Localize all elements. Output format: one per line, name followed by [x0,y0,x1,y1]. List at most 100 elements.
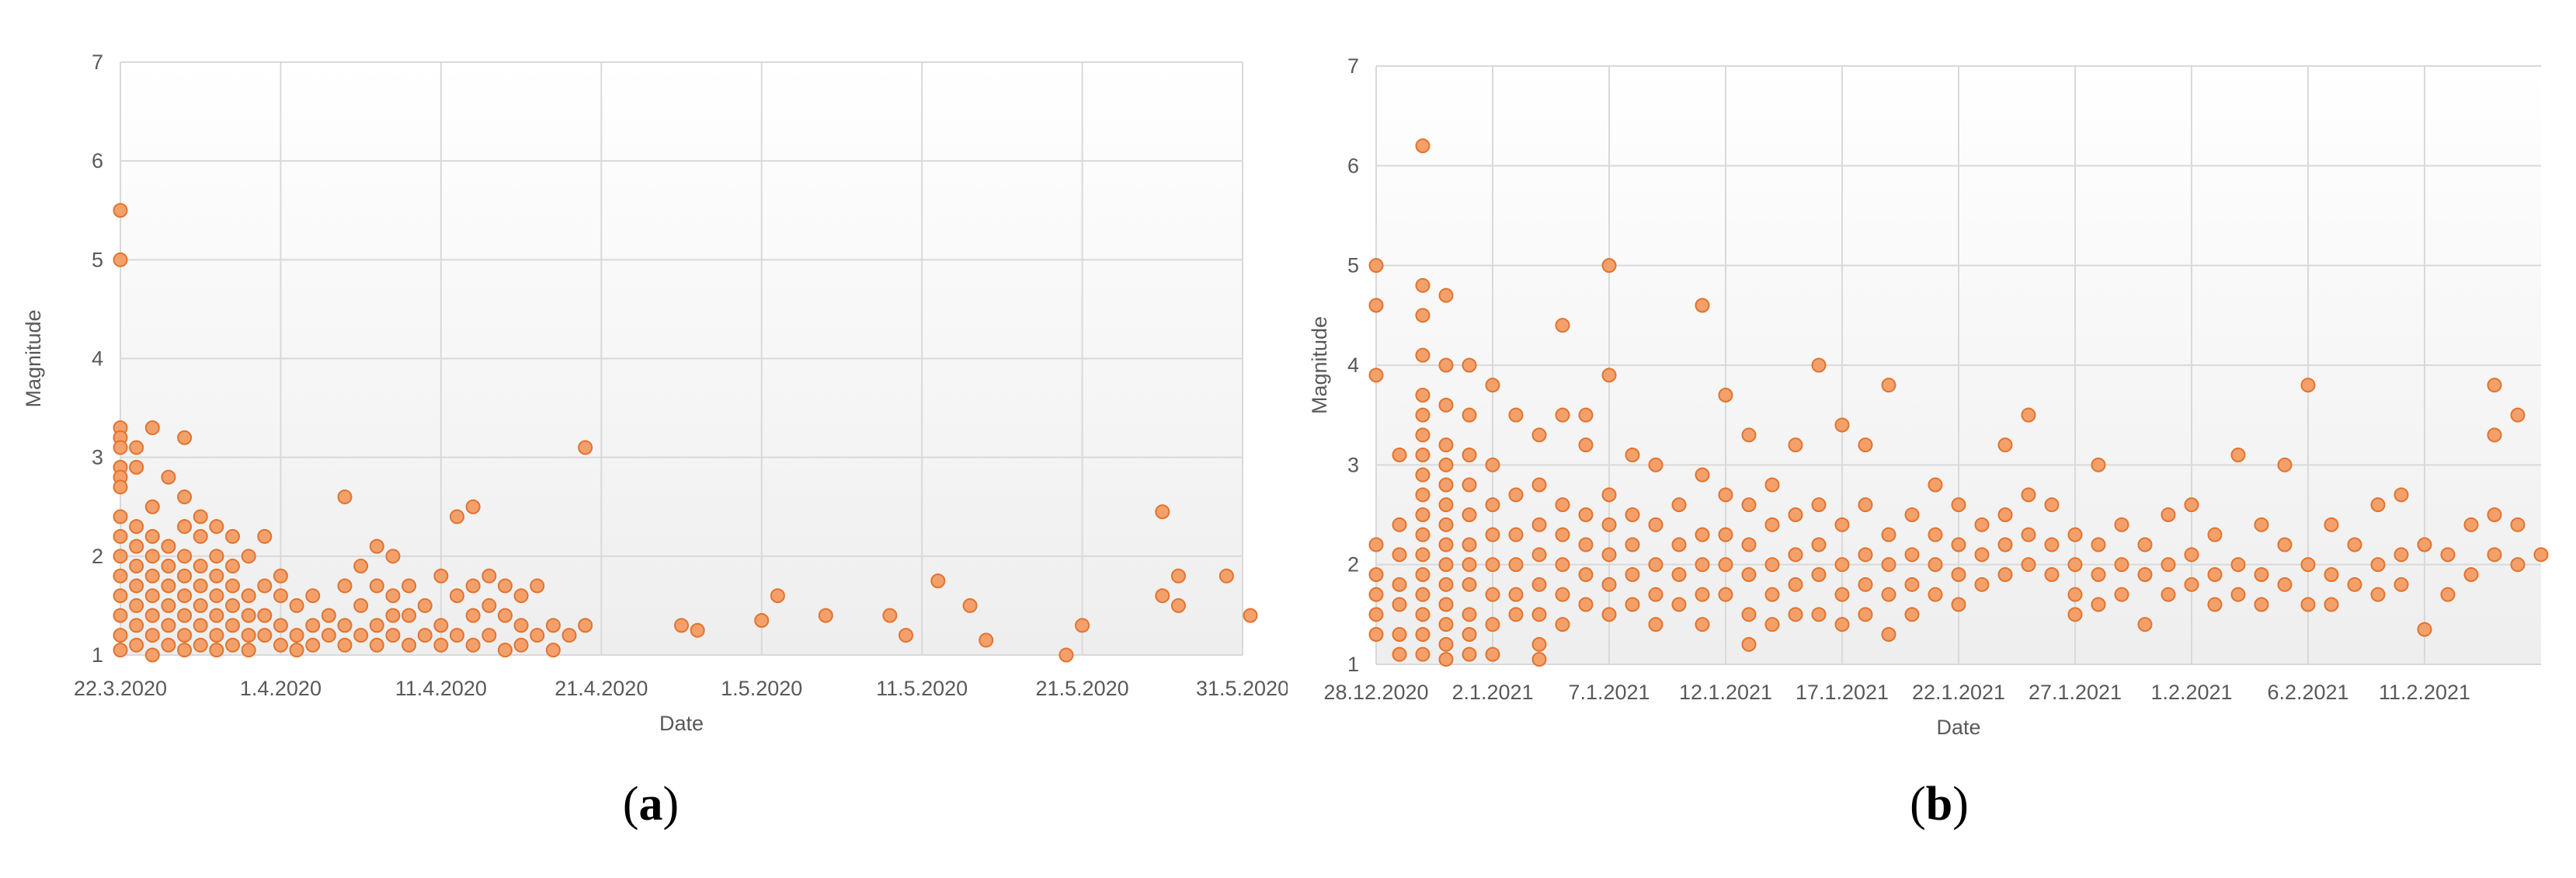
data-point [2300,597,2316,612]
data-point [1415,627,1431,642]
data-point [1695,467,1710,483]
data-point [433,618,449,633]
data-point [2533,547,2549,563]
data-point [113,549,128,564]
data-point [177,643,193,658]
data-point [241,643,256,658]
data-point [177,628,193,643]
x-tick-label: 27.1.2021 [2028,681,2122,704]
data-point [1695,298,1710,313]
data-point [2370,587,2386,602]
data-point [1415,308,1431,323]
data-point [2137,567,2153,582]
data-point [129,578,144,594]
data-point [1438,652,1454,667]
data-point [481,598,497,613]
data-point [1858,547,1873,563]
data-point [1155,588,1170,604]
y-tick-label: 2 [92,545,103,568]
data-point [1531,652,1547,667]
data-point [1788,437,1803,453]
data-point [1485,457,1500,472]
data-point [1904,507,1920,522]
data-point [1718,388,1733,402]
data-point [177,490,193,505]
data-point [1415,607,1431,622]
data-point [497,578,513,594]
data-point [1415,467,1431,483]
data-point [2230,587,2246,602]
data-point [1438,517,1454,532]
data-point [2114,557,2129,573]
data-point [273,618,288,633]
data-point [144,549,160,564]
data-point [674,618,689,633]
data-point [1974,577,1990,592]
data-point [1578,507,1594,522]
data-point [129,559,144,574]
data-point [465,608,481,623]
data-point [273,568,288,584]
data-point [1811,607,1827,622]
data-point [193,598,208,613]
data-point [1951,497,1966,513]
data-point [1741,636,1757,652]
data-point [2044,567,2060,582]
x-tick-label: 11.5.2020 [876,677,968,700]
data-point [2044,497,2060,513]
data-point [1415,407,1431,423]
data-point [1462,627,1477,642]
data-point [2161,557,2176,573]
data-point [2487,378,2502,393]
y-tick-label: 7 [92,51,103,74]
data-point [1671,567,1687,582]
data-point [1834,557,1850,573]
data-point [1671,537,1687,552]
data-point [1438,357,1454,373]
data-point [1438,577,1454,592]
data-point [193,637,208,653]
data-point [1462,537,1477,552]
data-point [1438,497,1454,513]
data-point [177,519,193,535]
data-point [1368,258,1384,274]
data-point [402,637,417,653]
data-point [337,618,353,633]
data-point [2067,587,2083,602]
data-point [161,598,176,613]
data-point [193,559,208,574]
data-point [1764,587,1780,602]
data-point [177,430,193,445]
data-point [1555,407,1570,423]
data-point [1415,547,1431,563]
data-point [1485,527,1500,542]
y-axis-title: Magnitude [1308,316,1331,414]
data-point [1764,477,1780,493]
x-tick-label: 1.2.2021 [2150,681,2232,704]
data-point [353,598,369,613]
data-point [144,528,160,544]
data-point [2324,567,2339,582]
data-point [433,637,449,653]
data-point [1695,527,1710,542]
data-point [144,568,160,584]
data-point [1438,537,1454,552]
data-point [129,618,144,633]
data-point [1438,477,1454,493]
x-tick-label: 17.1.2021 [1796,681,1889,704]
y-tick-label: 5 [1347,254,1359,277]
data-point [2277,577,2293,592]
data-point [241,549,256,564]
data-point [433,568,449,584]
data-point [1462,646,1477,662]
data-point [177,549,193,564]
data-point [1531,636,1547,652]
data-point [1368,537,1384,552]
data-point [113,528,128,544]
x-tick-label: 1.4.2020 [240,677,322,700]
data-point [1531,547,1547,563]
x-tick-label: 7.1.2021 [1568,681,1650,704]
data-point [2091,457,2106,472]
data-point [1788,577,1803,592]
data-point [2207,527,2223,542]
